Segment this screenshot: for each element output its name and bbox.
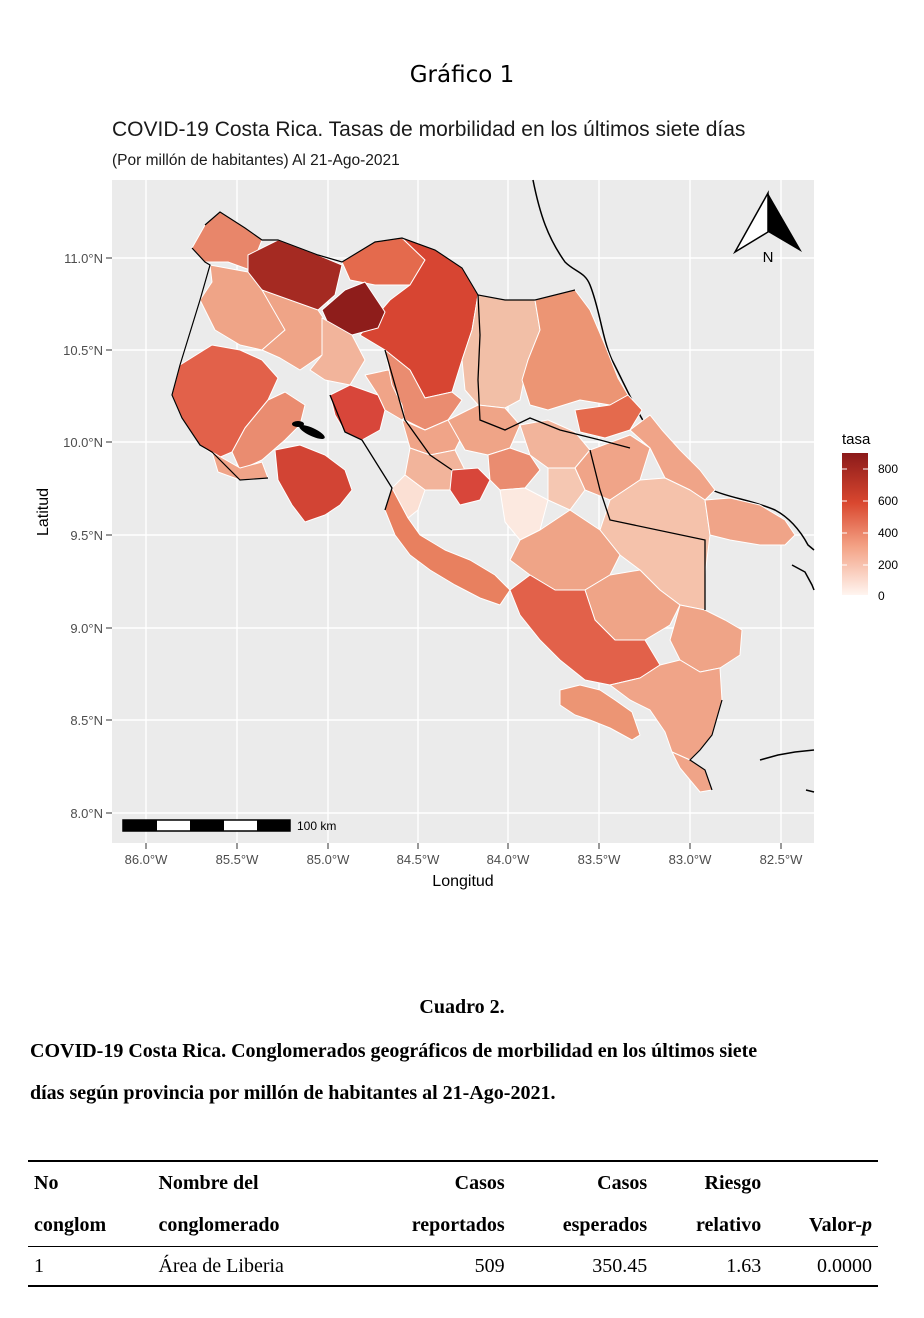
x-tick-label: 86.0°W [125, 852, 169, 867]
table-caption: Cuadro 2. [419, 996, 505, 1018]
choropleth-map: 11.0°N 10.5°N 10.0°N 9.5°N 9.0°N 8.5°N 8… [35, 179, 898, 890]
canton-pococi [521, 289, 629, 411]
canton-tilaran [309, 317, 366, 386]
province-boundaries [329, 294, 706, 610]
header-no-line2: conglom [34, 1213, 107, 1236]
y-tick-label: 11.0°N [64, 251, 103, 266]
canton-peninsula-paquera [274, 444, 353, 523]
canton-nicoya [231, 391, 306, 471]
canton-aserri [449, 467, 491, 506]
legend-colorbar [842, 453, 868, 595]
legend: tasa 800 600 400 200 0 [842, 431, 898, 603]
header-expected-line2: esperados [562, 1213, 648, 1236]
scale-bar: 100 km [122, 819, 336, 833]
figure-caption: Gráfico 1 [409, 62, 515, 88]
cluster-table: No Nombre del Casos Casos Riesgo conglom… [28, 1160, 878, 1287]
north-arrow-icon: N [732, 190, 802, 266]
y-tick-label: 8.5°N [70, 713, 103, 728]
legend-tick-label: 200 [878, 558, 898, 572]
canton-limon-central [629, 414, 716, 501]
canton-central-valley-a [447, 404, 521, 456]
cell-rr: 1.63 [726, 1254, 762, 1277]
canton-coto-brus [669, 604, 743, 673]
cell-no: 1 [34, 1254, 44, 1277]
canton-parrita-quepos [384, 487, 511, 606]
legend-tick-label: 600 [878, 494, 898, 508]
canton-canas [261, 289, 331, 371]
legend-tick-label: 0 [878, 589, 885, 603]
header-reported-line2: reportados [411, 1213, 505, 1236]
x-tick-label: 83.0°W [669, 852, 713, 867]
y-tick-label: 9.5°N [70, 528, 103, 543]
x-tick-label: 85.5°W [216, 852, 260, 867]
x-tick-label: 82.5°W [760, 852, 804, 867]
canton-guacimo [574, 394, 643, 439]
header-p-line1 [767, 1161, 878, 1204]
canton-paraiso [547, 467, 586, 511]
y-tick-labels: 11.0°N 10.5°N 10.0°N 9.5°N 9.0°N 8.5°N 8… [63, 251, 103, 821]
header-name-line1: Nombre del [158, 1171, 259, 1194]
cell-name: Área de Liberia [158, 1254, 284, 1277]
table-row: 1 Área de Liberia 509 350.45 1.63 0.0000 [28, 1247, 878, 1286]
table-description-line2: días según provincia por millón de habit… [30, 1082, 556, 1104]
header-rr-line2: relativo [696, 1213, 762, 1236]
canton-osa-peninsula [559, 684, 641, 741]
north-arrow-label: N [763, 249, 774, 266]
x-tick-label: 84.5°W [397, 852, 441, 867]
table-description-line1: COVID-19 Costa Rica. Conglomerados geogr… [30, 1040, 758, 1062]
cell-expected: 350.45 [592, 1254, 648, 1277]
x-tick-labels: 86.0°W 85.5°W 85.0°W 84.5°W 84.0°W 83.5°… [125, 852, 804, 867]
legend-tick-label: 800 [878, 462, 898, 476]
cell-reported: 509 [474, 1254, 505, 1277]
country-outline [171, 211, 723, 791]
legend-tick-label: 400 [878, 526, 898, 540]
canton-puntarenas-gulf-coast [329, 384, 386, 441]
x-tick-label: 83.5°W [578, 852, 622, 867]
costa-rica-cantons [171, 211, 796, 793]
y-tick-label: 8.0°N [70, 806, 103, 821]
gulf-islands [292, 421, 325, 439]
map-title: COVID-19 Costa Rica. Tasas de morbilidad… [112, 118, 746, 141]
scale-bar-label: 100 km [297, 819, 336, 833]
header-name-line2: conglomerado [158, 1213, 280, 1236]
y-tick-label: 10.5°N [63, 343, 103, 358]
x-tick-label: 85.0°W [307, 852, 351, 867]
axis-ticks [106, 257, 782, 849]
canton-limon-coast [704, 497, 796, 546]
y-axis-title: Latitud [35, 488, 52, 536]
y-tick-label: 10.0°N [63, 435, 103, 450]
canton-central-valley-c [487, 447, 541, 491]
header-p-italic: p [862, 1213, 872, 1236]
cell-p: 0.0000 [817, 1254, 872, 1277]
header-reported-line1: Casos [454, 1171, 505, 1194]
map-subtitle: (Por millón de habitantes) Al 21-Ago-202… [112, 152, 400, 169]
header-rr-line1: Riesgo [704, 1171, 762, 1194]
header-no-line1: No [34, 1171, 59, 1194]
header-expected-line1: Casos [597, 1171, 648, 1194]
header-p-text: Valor- [809, 1213, 862, 1236]
header-p-line2: Valor-p [767, 1204, 878, 1247]
y-tick-label: 9.0°N [70, 621, 103, 636]
x-tick-label: 84.0°W [487, 852, 531, 867]
legend-title: tasa [842, 431, 871, 448]
x-axis-title: Longitud [432, 873, 493, 890]
